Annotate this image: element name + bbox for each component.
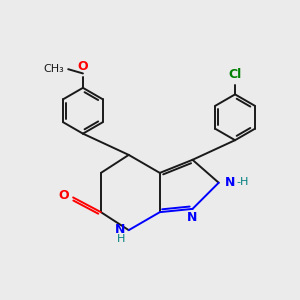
Text: Cl: Cl — [228, 68, 242, 81]
Text: H: H — [117, 234, 125, 244]
Text: O: O — [58, 189, 69, 202]
Text: -H: -H — [237, 177, 249, 187]
Text: N: N — [225, 176, 235, 189]
Text: O: O — [78, 60, 88, 74]
Text: CH₃: CH₃ — [44, 64, 64, 74]
Text: N: N — [115, 223, 125, 236]
Text: N: N — [187, 211, 198, 224]
